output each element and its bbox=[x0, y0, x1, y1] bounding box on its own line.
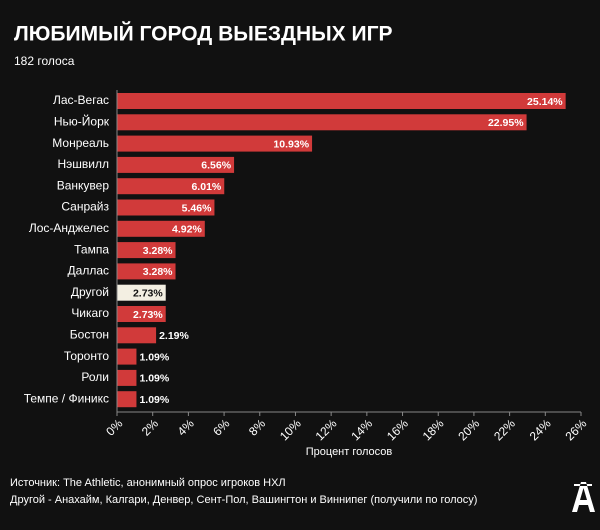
bar bbox=[117, 93, 566, 109]
note: Другой - Анахайм, Калгари, Денвер, Сент-… bbox=[10, 494, 477, 506]
value-label: 5.46% bbox=[182, 202, 212, 214]
value-label: 1.09% bbox=[139, 351, 169, 363]
y-tick-label: Торонто bbox=[64, 349, 109, 363]
bar bbox=[117, 114, 527, 131]
subtitle: 182 голоса bbox=[14, 54, 75, 68]
bar bbox=[117, 199, 215, 216]
y-tick-label: Роли bbox=[81, 370, 109, 384]
y-tick-label: Тампа bbox=[74, 242, 109, 256]
y-tick-label: Нэшвилл bbox=[58, 157, 110, 171]
bar bbox=[117, 284, 166, 301]
value-label: 2.73% bbox=[133, 287, 163, 299]
bar bbox=[117, 135, 313, 152]
bar bbox=[117, 306, 166, 322]
value-label: 2.19% bbox=[159, 330, 189, 342]
value-label: 10.93% bbox=[273, 138, 309, 150]
bar bbox=[117, 156, 235, 173]
bar bbox=[117, 348, 137, 365]
source: Источник: The Athletic, анонимный опрос … bbox=[10, 477, 286, 489]
value-label: 3.28% bbox=[143, 266, 173, 278]
value-label: 6.01% bbox=[191, 181, 221, 193]
chart-title: ЛЮБИМЫЙ ГОРОД ВЫЕЗДНЫХ ИГР bbox=[14, 22, 393, 46]
bar bbox=[117, 220, 205, 237]
y-tick-label: Чикаго bbox=[71, 306, 109, 320]
value-label: 4.92% bbox=[172, 224, 202, 236]
y-tick-label: Другой bbox=[71, 285, 109, 299]
value-label: 6.56% bbox=[201, 160, 231, 172]
y-tick-label: Темпе / Финикс bbox=[24, 391, 109, 405]
y-tick-label: Санрайз bbox=[61, 200, 109, 214]
logo bbox=[572, 482, 595, 512]
value-label: 3.28% bbox=[143, 245, 173, 257]
y-tick-label: Ванкувер bbox=[57, 178, 110, 192]
bar bbox=[117, 242, 176, 259]
value-label: 25.14% bbox=[527, 96, 563, 108]
value-label: 2.73% bbox=[133, 309, 163, 321]
bar bbox=[117, 178, 225, 195]
y-tick-label: Монреаль bbox=[52, 136, 109, 150]
value-label: 22.95% bbox=[488, 117, 524, 129]
y-tick-label: Бостон bbox=[70, 327, 109, 341]
y-tick-label: Лос-Анджелес bbox=[29, 221, 109, 235]
bar bbox=[117, 369, 137, 386]
value-label: 1.09% bbox=[139, 373, 169, 385]
y-tick-label: Даллас bbox=[68, 264, 109, 278]
bar bbox=[117, 263, 176, 280]
value-label: 1.09% bbox=[139, 394, 169, 406]
bar bbox=[117, 391, 137, 408]
y-tick-label: Лас-Вегас bbox=[53, 93, 109, 107]
bar bbox=[117, 327, 157, 344]
y-tick-label: Нью-Йорк bbox=[54, 113, 110, 128]
x-axis-label: Процент голосов bbox=[306, 446, 393, 458]
